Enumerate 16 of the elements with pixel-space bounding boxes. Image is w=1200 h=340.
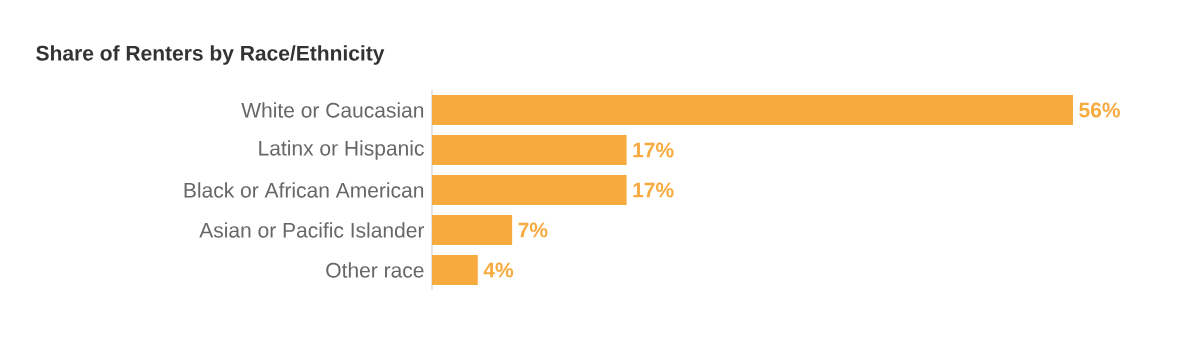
bar [432, 254, 478, 285]
data-label: 7% [518, 222, 548, 238]
data-label: 17% [633, 142, 674, 158]
bar [432, 174, 627, 205]
y-tick-label: White or Caucasian [241, 102, 424, 118]
data-label: 17% [633, 182, 674, 198]
data-label: 4% [483, 262, 514, 278]
bar [432, 214, 513, 245]
y-tick-label: Asian or Pacific Islander [199, 222, 425, 238]
text: Share of Renters by Race/Ethnicity [36, 45, 385, 65]
y-tick-label: Latinx or Hispanic [259, 140, 424, 160]
data-label: 56% [1079, 102, 1120, 118]
y-tick-label: Black or African American [184, 182, 424, 198]
bar [432, 134, 627, 165]
bar [432, 95, 1073, 125]
y-tick-label: Other race [326, 262, 424, 278]
